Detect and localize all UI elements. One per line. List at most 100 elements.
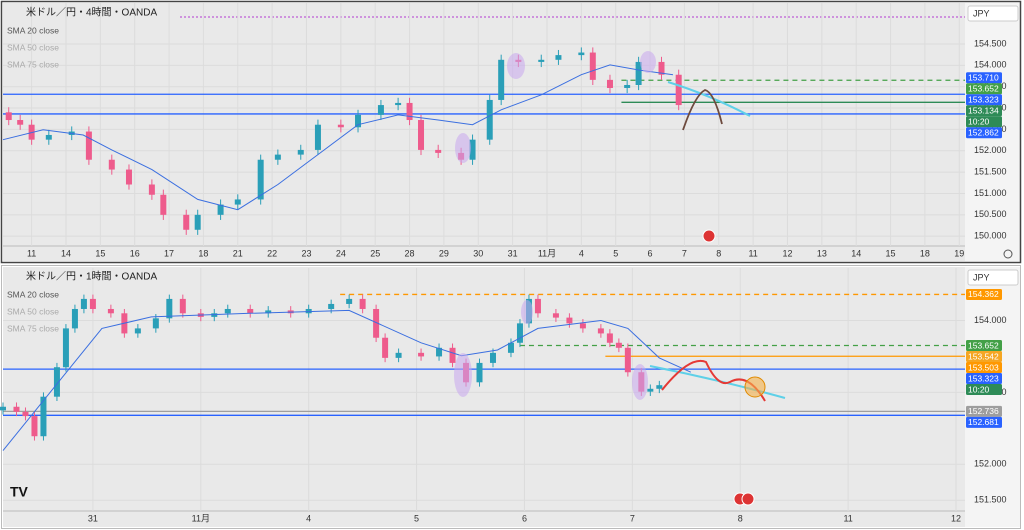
candle-body: [516, 323, 523, 343]
currency-button[interactable]: [967, 5, 1019, 22]
legend-entry: SMA 75 close: [7, 59, 59, 69]
x-tick-label: 6: [648, 248, 653, 258]
chart-layer: [2, 3, 965, 246]
candle-body: [566, 317, 573, 324]
candle-body: [257, 159, 264, 200]
price-tag-label: 153.503: [968, 362, 999, 372]
candle-body: [274, 154, 281, 160]
price-tag: [966, 340, 1002, 352]
legend-entry: SMA 20 close: [7, 25, 59, 35]
price-tag-label: 152.862: [968, 127, 999, 137]
y-tick-label: 151.000: [974, 188, 1007, 198]
price-tag-label: 152.681: [968, 417, 999, 427]
candle-body: [615, 342, 622, 348]
x-tick-label: 11月: [192, 513, 210, 523]
event-flag[interactable]: [741, 492, 755, 506]
candle-body: [217, 204, 224, 215]
y-tick-label: 151.500: [974, 495, 1007, 505]
plot-bg-top: [3, 3, 965, 261]
panel-frame: [1, 265, 1021, 529]
candle-body: [328, 303, 335, 309]
candle-body: [395, 352, 402, 358]
candle-body: [337, 124, 344, 128]
price-tag-label: 154.362: [968, 289, 999, 299]
event-flag[interactable]: [702, 229, 716, 243]
price-tag-label: 153.652: [968, 340, 999, 350]
candle-body: [656, 385, 663, 389]
x-tick-label: 8: [716, 248, 721, 258]
candle-body: [224, 308, 231, 314]
price-tag-label: 153.542: [968, 351, 999, 361]
candle-body: [314, 124, 321, 150]
x-tick-label: 8: [738, 513, 743, 523]
chart-title: 米ドル／円・1時間・OANDA: [26, 270, 157, 283]
x-tick-label: 5: [613, 248, 618, 258]
price-tag-label: 153.323: [968, 373, 999, 383]
candle-body: [449, 347, 456, 363]
x-tick-label: 12: [782, 248, 792, 258]
candle-body: [80, 298, 87, 309]
candle-body: [658, 61, 665, 75]
candle-body: [13, 406, 20, 412]
x-tick-label: 14: [851, 248, 861, 258]
legend-entry: SMA 50 close: [7, 42, 59, 52]
x-tick-label: 17: [164, 248, 174, 258]
x-tick-label: 16: [130, 248, 140, 258]
candle-body: [406, 102, 413, 121]
price-tag: [966, 405, 1002, 417]
candle-body: [166, 298, 173, 319]
x-tick-label: 12: [951, 513, 961, 523]
sma-line: [2, 64, 674, 211]
candle-body: [489, 352, 496, 363]
price-tag-label: 10:20: [968, 116, 990, 126]
candle-body: [534, 298, 541, 314]
currency-button[interactable]: [967, 269, 1019, 286]
candle-body: [194, 214, 201, 230]
candle-body: [647, 388, 654, 392]
candle-body: [597, 328, 604, 334]
y-tick-label: 150.500: [974, 209, 1007, 219]
x-tick-label: 18: [198, 248, 208, 258]
candle-body: [578, 52, 585, 56]
x-tick-label: 25: [370, 248, 380, 258]
active-panel-frame: [0, 0, 1022, 264]
candle-body: [108, 159, 115, 170]
x-tick-label: 13: [817, 248, 827, 258]
x-tick-label: 21: [233, 248, 243, 258]
candle-body: [538, 59, 545, 62]
candle-body: [355, 114, 362, 128]
price-tag: [966, 351, 1002, 363]
candle-body: [17, 120, 24, 125]
candle-body: [71, 308, 78, 329]
projection: [667, 81, 751, 117]
x-tick-label: 15: [886, 248, 896, 258]
candle-body: [606, 333, 613, 343]
x-tick-label: 4: [579, 248, 584, 258]
x-tick-label: 14: [61, 248, 71, 258]
candle-body: [45, 134, 52, 140]
candle-body: [377, 105, 384, 115]
candle-body: [624, 84, 631, 88]
y-tick-label: 152.000: [974, 459, 1007, 469]
candle-body: [476, 362, 483, 383]
highlight: [455, 133, 471, 163]
price-tag: [966, 373, 1002, 385]
candle-body: [418, 120, 425, 150]
candle-body: [589, 52, 596, 80]
chart-title: 米ドル／円・4時間・OANDA: [26, 6, 157, 19]
legend-entry: SMA 75 close: [7, 323, 59, 333]
candle-body: [579, 323, 586, 329]
price-tag: [966, 116, 1002, 128]
candle-body: [297, 149, 304, 155]
candle-body: [160, 194, 167, 215]
highlight: [454, 353, 472, 397]
candle-body: [85, 131, 92, 160]
x-tick-label: 28: [405, 248, 415, 258]
legend-entry: SMA 50 close: [7, 306, 59, 316]
candle-body: [675, 74, 682, 106]
drawings: [454, 51, 786, 402]
logo: TV: [10, 484, 29, 500]
price-tag-label: 153.652: [968, 83, 999, 93]
settings[interactable]: [1003, 249, 1013, 259]
